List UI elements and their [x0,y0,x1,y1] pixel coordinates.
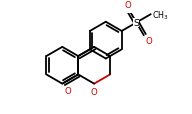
Text: S: S [133,19,139,28]
Text: O: O [125,1,132,10]
Text: O: O [91,87,98,96]
Text: CH$_3$: CH$_3$ [152,10,169,22]
Text: O: O [146,37,152,45]
Text: O: O [64,86,71,95]
